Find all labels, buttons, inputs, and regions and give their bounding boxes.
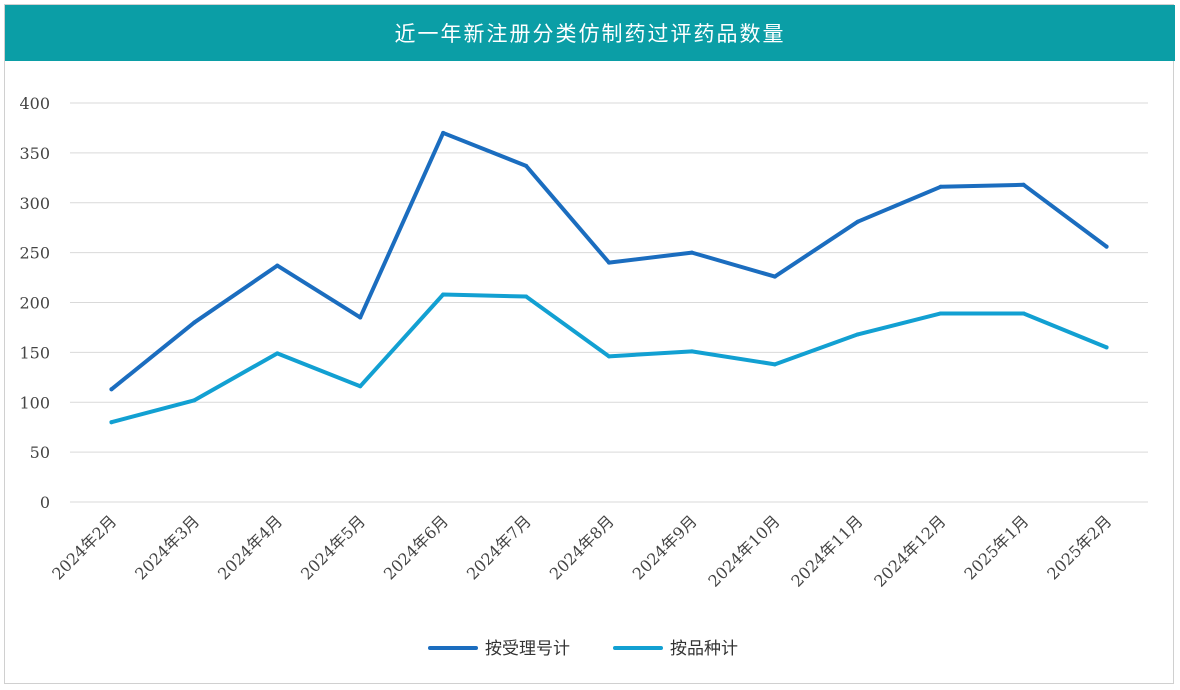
data-point xyxy=(938,311,943,316)
data-point xyxy=(358,384,363,389)
title-bar: 近一年新注册分类仿制药过评药品数量 xyxy=(5,5,1175,61)
gridlines xyxy=(70,102,1148,503)
data-point xyxy=(689,349,694,354)
x-tick-label: 2024年3月 xyxy=(131,511,203,583)
x-tick-label: 2024年8月 xyxy=(546,511,618,583)
x-tick-label: 2024年12月 xyxy=(870,511,949,590)
data-point xyxy=(441,292,446,297)
data-point xyxy=(772,362,777,367)
x-tick-label: 2024年9月 xyxy=(629,511,701,583)
y-tick-label: 300 xyxy=(19,194,50,213)
x-tick-label: 2024年5月 xyxy=(297,511,369,583)
data-point xyxy=(1021,182,1026,187)
x-axis-ticks: 2024年2月 2024年3月 2024年4月 2024年5月 2024年6月 2024年… xyxy=(48,511,1115,590)
x-tick-label: 2024年4月 xyxy=(214,511,286,583)
y-tick-label: 250 xyxy=(19,244,50,263)
y-tick-label: 100 xyxy=(19,393,50,412)
data-point xyxy=(1104,244,1109,249)
data-point xyxy=(109,387,114,392)
data-point xyxy=(275,263,280,268)
data-point xyxy=(441,130,446,135)
data-point xyxy=(938,184,943,189)
legend-label: 按受理号计 xyxy=(485,639,570,659)
data-point xyxy=(1104,345,1109,350)
y-tick-label: 200 xyxy=(19,294,50,313)
y-axis-ticks: 0 50 100 150 200 250 300 350 400 xyxy=(19,94,50,512)
data-point xyxy=(192,320,197,325)
series-2 xyxy=(109,292,1109,425)
data-point xyxy=(192,398,197,403)
data-point xyxy=(855,219,860,224)
x-tick-label: 2024年11月 xyxy=(787,511,866,590)
x-tick-label: 2024年10月 xyxy=(704,511,783,590)
data-point xyxy=(855,332,860,337)
legend-item: 按品种计 xyxy=(613,639,738,659)
data-point xyxy=(358,315,363,320)
legend-label: 按品种计 xyxy=(670,639,738,659)
x-tick-label: 2025年2月 xyxy=(1043,511,1115,583)
data-point xyxy=(275,351,280,356)
x-tick-label: 2024年6月 xyxy=(380,511,452,583)
x-tick-label: 2024年2月 xyxy=(48,511,120,583)
data-point xyxy=(109,420,114,425)
data-point xyxy=(772,274,777,279)
data-point xyxy=(689,250,694,255)
chart-frame: 近一年新注册分类仿制药过评药品数量 xyxy=(4,4,1175,684)
data-point xyxy=(1021,311,1026,316)
data-point xyxy=(524,163,529,168)
legend-item: 按受理号计 xyxy=(428,639,570,659)
series-1 xyxy=(109,130,1109,392)
x-tick-label: 2025年1月 xyxy=(960,511,1032,583)
data-point xyxy=(524,294,529,299)
chart-title: 近一年新注册分类仿制药过评药品数量 xyxy=(394,22,786,46)
y-tick-label: 0 xyxy=(40,493,50,512)
y-tick-label: 350 xyxy=(19,144,50,163)
data-point xyxy=(607,354,611,359)
y-tick-label: 400 xyxy=(19,94,50,113)
series-lines xyxy=(109,130,1109,425)
x-tick-label: 2024年7月 xyxy=(463,511,535,583)
y-tick-label: 50 xyxy=(30,443,50,462)
y-tick-label: 150 xyxy=(19,343,50,362)
data-point xyxy=(607,260,611,265)
legend: 按受理号计 按品种计 xyxy=(428,639,738,659)
